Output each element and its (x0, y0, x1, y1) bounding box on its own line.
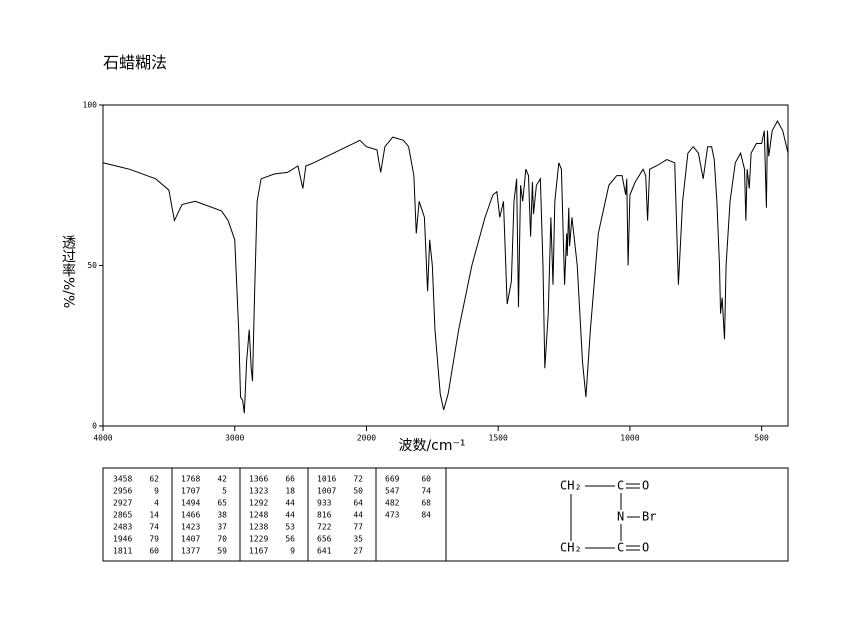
y-tick-label: 50 (87, 261, 97, 270)
peak-transmittance: 64 (353, 499, 363, 508)
peak-wavenumber: 816 (317, 511, 332, 520)
structure-label: C (617, 541, 624, 555)
peak-transmittance: 9 (290, 547, 295, 556)
peak-transmittance: 37 (217, 523, 227, 532)
peak-transmittance: 18 (285, 487, 295, 496)
peak-transmittance: 74 (149, 523, 159, 532)
peak-transmittance: 56 (285, 535, 295, 544)
peak-wavenumber: 722 (317, 523, 332, 532)
peak-wavenumber: 547 (385, 487, 400, 496)
peak-wavenumber: 482 (385, 499, 400, 508)
peak-transmittance: 9 (154, 487, 159, 496)
peak-transmittance: 14 (149, 511, 159, 520)
peak-wavenumber: 1946 (113, 535, 132, 544)
y-tick-label: 0 (92, 422, 97, 431)
peak-transmittance: 38 (217, 511, 227, 520)
peak-wavenumber: 2865 (113, 511, 132, 520)
peak-wavenumber: 2927 (113, 499, 132, 508)
peak-wavenumber: 2483 (113, 523, 132, 532)
plot-frame (102, 104, 789, 427)
peak-wavenumber: 1377 (181, 547, 200, 556)
peak-transmittance: 42 (217, 475, 227, 484)
peak-transmittance: 62 (149, 475, 159, 484)
peak-transmittance: 50 (353, 487, 363, 496)
structure-label: CH₂ (560, 541, 582, 555)
peak-wavenumber: 3458 (113, 475, 132, 484)
peak-wavenumber: 1323 (249, 487, 268, 496)
peak-wavenumber: 2956 (113, 487, 132, 496)
peak-wavenumber: 1366 (249, 475, 268, 484)
peak-wavenumber: 1407 (181, 535, 200, 544)
peak-wavenumber: 656 (317, 535, 332, 544)
peak-wavenumber: 473 (385, 511, 400, 520)
x-tick-label: 1000 (620, 434, 639, 443)
peak-transmittance: 53 (285, 523, 295, 532)
peak-wavenumber: 1707 (181, 487, 200, 496)
peak-transmittance: 44 (285, 511, 295, 520)
peak-wavenumber: 1248 (249, 511, 268, 520)
x-tick-label: 2000 (357, 434, 376, 443)
peak-wavenumber: 1466 (181, 511, 200, 520)
peak-transmittance: 66 (285, 475, 295, 484)
peak-transmittance: 70 (217, 535, 227, 544)
peak-transmittance: 4 (154, 499, 159, 508)
chart-title: 石蜡糊法 (103, 53, 167, 72)
peak-transmittance: 72 (353, 475, 363, 484)
peak-transmittance: 84 (421, 511, 431, 520)
peak-transmittance: 60 (149, 547, 159, 556)
peak-transmittance: 27 (353, 547, 363, 556)
x-axis-label: 波数/cm⁻¹ (398, 438, 465, 454)
structure-label: O (642, 541, 649, 555)
peak-transmittance: 35 (353, 535, 363, 544)
y-tick-label: 100 (83, 101, 98, 110)
x-tick-label: 1500 (489, 434, 508, 443)
peak-wavenumber: 1229 (249, 535, 268, 544)
spectrum-line (102, 120, 789, 414)
peak-wavenumber: 1016 (317, 475, 336, 484)
peak-transmittance: 65 (217, 499, 227, 508)
peak-transmittance: 74 (421, 487, 431, 496)
peak-wavenumber: 641 (317, 547, 332, 556)
y-axis-label: 透过率%/% (60, 235, 76, 308)
peak-wavenumber: 1292 (249, 499, 268, 508)
peak-transmittance: 44 (285, 499, 295, 508)
peak-wavenumber: 1811 (113, 547, 132, 556)
peak-transmittance: 59 (217, 547, 227, 556)
peak-wavenumber: 669 (385, 475, 400, 484)
peak-wavenumber: 1238 (249, 523, 268, 532)
peak-transmittance: 77 (353, 523, 363, 532)
peak-transmittance: 79 (149, 535, 159, 544)
peak-transmittance: 68 (421, 499, 431, 508)
x-tick-label: 500 (754, 434, 769, 443)
peak-wavenumber: 1007 (317, 487, 336, 496)
x-tick-label: 3000 (225, 434, 244, 443)
peak-transmittance: 5 (222, 487, 227, 496)
structure-label: CH₂ (560, 479, 582, 493)
table-dividers (171, 468, 447, 561)
peak-wavenumber: 933 (317, 499, 332, 508)
peak-transmittance: 44 (353, 511, 363, 520)
structure-bonds (570, 483, 640, 551)
structure-label: Br (642, 510, 656, 524)
peak-wavenumber: 1167 (249, 547, 268, 556)
peak-transmittance: 60 (421, 475, 431, 484)
structure-label: N (617, 510, 624, 524)
x-tick-label: 4000 (93, 434, 112, 443)
peak-wavenumber: 1768 (181, 475, 200, 484)
structure-label: O (642, 479, 649, 493)
peak-wavenumber: 1423 (181, 523, 200, 532)
structure-label: C (617, 479, 624, 493)
peak-wavenumber: 1494 (181, 499, 200, 508)
